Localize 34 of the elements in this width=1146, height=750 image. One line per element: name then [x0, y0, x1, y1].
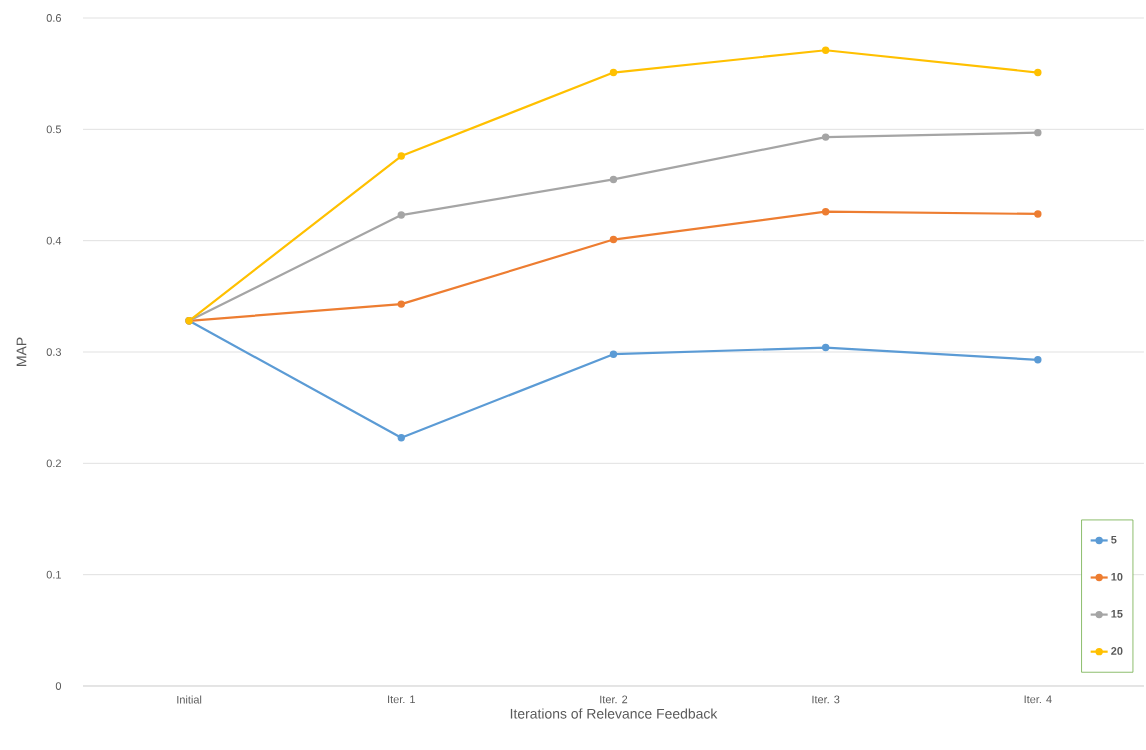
point	[609, 68, 618, 77]
x-axis-title: Iterations of Relevance Feedback	[510, 708, 718, 719]
x-tick-label: Iter. 1	[388, 695, 415, 704]
y-tick-label: 0	[55, 682, 62, 690]
y-tick-label: 0.2	[46, 459, 61, 468]
y-tick-label: 0.4	[46, 236, 62, 245]
point	[609, 175, 618, 184]
point	[609, 350, 618, 358]
point	[821, 343, 830, 352]
legend-label: 15	[1111, 610, 1123, 618]
y-tick-label: 0.6	[46, 14, 61, 22]
point	[1034, 356, 1042, 364]
point	[1034, 128, 1042, 137]
x-tick-label: Iter. 2	[600, 695, 628, 704]
point	[397, 300, 405, 308]
point	[397, 434, 405, 442]
legend-label: 10	[1111, 572, 1123, 581]
legend-label: 5	[1111, 535, 1117, 544]
point	[821, 208, 830, 216]
point	[1034, 210, 1042, 218]
point	[1034, 68, 1042, 77]
y-axis-title: MAP	[16, 337, 27, 366]
point	[397, 211, 405, 219]
x-tick-label: Initial	[177, 695, 202, 704]
point	[397, 152, 405, 160]
y-tick-label: 0.5	[46, 125, 62, 134]
y-tick-label: 0.3	[46, 348, 61, 356]
y-tick-label: 0.1	[46, 570, 61, 579]
point	[821, 46, 830, 54]
point	[609, 235, 618, 244]
x-tick-label: Iter. 3	[812, 695, 840, 704]
point	[821, 133, 830, 141]
legend-label: 20	[1111, 647, 1123, 655]
x-tick-label: Iter. 4	[1024, 695, 1052, 704]
